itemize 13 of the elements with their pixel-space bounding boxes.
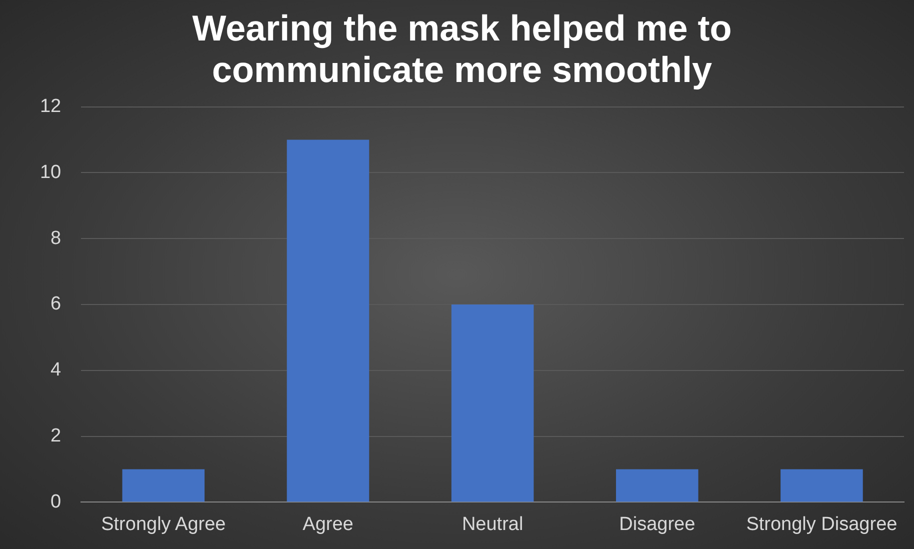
- y-tick-label: 2: [50, 426, 62, 447]
- x-tick-label: Strongly Agree: [101, 514, 226, 535]
- y-tick-label: 6: [50, 294, 62, 315]
- y-tick-label: 0: [50, 491, 62, 512]
- x-tick-label: Neutral: [462, 514, 524, 535]
- x-tick-label: Strongly Disagree: [746, 514, 898, 535]
- y-tick-label: 4: [50, 360, 62, 381]
- y-tick-label: 12: [40, 96, 62, 118]
- y-tick-label: 8: [50, 228, 62, 249]
- y-tick-label: 10: [40, 162, 62, 183]
- x-tick-label: Disagree: [619, 514, 696, 535]
- x-tick-label: Agree: [302, 514, 354, 535]
- chart-title: Wearing the mask helped me to communicate more smoothly: [192, 8, 732, 90]
